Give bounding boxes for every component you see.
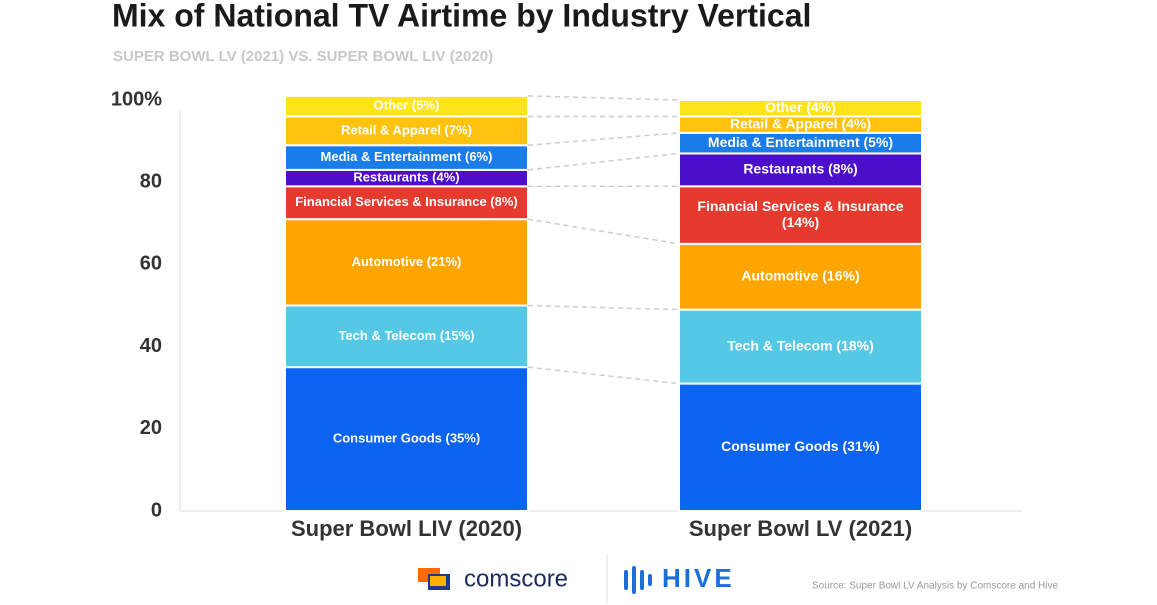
- data-label: Consumer Goods (31%): [721, 438, 880, 454]
- source-note: Source: Super Bowl LV Analysis by Comsco…: [812, 581, 1058, 592]
- connector: [527, 366, 680, 385]
- logo-shape: [640, 570, 644, 590]
- data-label: Tech & Telecom (18%): [727, 337, 874, 353]
- x-tick-label: Super Bowl LV (2021): [689, 516, 912, 541]
- logo-shape: [624, 570, 628, 590]
- bar-segment: [678, 99, 923, 118]
- y-tick-label: 40: [140, 335, 162, 357]
- data-label: Financial Services & Insurance (14%): [697, 198, 903, 230]
- data-label: Media & Entertainment (5%): [708, 134, 893, 150]
- data-label: Financial Services & Insurance (8%): [295, 194, 518, 209]
- x-tick-label: Super Bowl LIV (2020): [291, 516, 522, 541]
- hive-icon: [624, 566, 652, 594]
- data-label: Retail & Apparel (4%): [730, 115, 871, 131]
- logo-text: comscore: [464, 565, 568, 592]
- y-tick-label: 0: [151, 499, 162, 521]
- data-label: Tech & Telecom (15%): [338, 328, 474, 343]
- data-label: Automotive (21%): [352, 254, 462, 269]
- data-label: Media & Entertainment (6%): [321, 149, 493, 164]
- bar-segment: [284, 94, 529, 118]
- connector: [527, 218, 680, 245]
- data-label: Restaurants (4%): [353, 170, 459, 185]
- bar-segment: [678, 242, 923, 311]
- data-label: Consumer Goods (35%): [333, 431, 480, 446]
- connector: [527, 304, 680, 311]
- bar-segment: [284, 304, 529, 369]
- data-label: Other (5%): [374, 98, 440, 113]
- connector: [527, 132, 680, 146]
- y-tick-label: 100%: [111, 88, 162, 110]
- data-label: Automotive (16%): [741, 267, 859, 283]
- connector: [527, 152, 680, 171]
- bar-segment: [678, 382, 923, 512]
- logo-shape: [632, 566, 636, 594]
- bar-segment: [678, 308, 923, 385]
- chart-title: Mix of National TV Airtime by Industry V…: [112, 0, 811, 33]
- comscore-icon: [418, 568, 450, 590]
- data-label: Other (4%): [765, 99, 836, 115]
- logo-text: HIVE: [662, 563, 735, 593]
- bar-segment: [678, 185, 923, 245]
- bar-segment: [284, 218, 529, 307]
- data-label: Retail & Apparel (7%): [341, 122, 472, 137]
- connector: [527, 95, 680, 101]
- data-label: Restaurants (8%): [743, 161, 857, 177]
- logo-shape: [648, 574, 652, 586]
- y-tick-label: 60: [140, 253, 162, 275]
- logo-shape: [430, 576, 446, 586]
- y-tick-label: 20: [140, 417, 162, 439]
- y-tick-label: 80: [140, 170, 162, 192]
- chart-subtitle: SUPER BOWL LV (2021) VS. SUPER BOWL LIV …: [113, 48, 493, 65]
- bar-segment: [678, 152, 923, 188]
